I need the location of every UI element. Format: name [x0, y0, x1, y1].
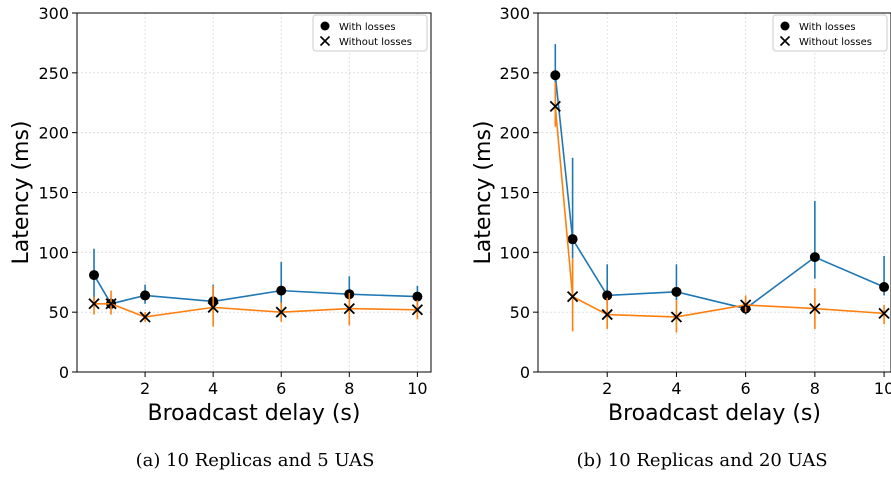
- data-point: [207, 301, 219, 314]
- legend: With losses Without losses: [772, 14, 888, 52]
- legend-label: With losses: [339, 22, 396, 33]
- legend-box: [312, 14, 428, 52]
- data-point: [809, 302, 821, 315]
- series-without-losses: [549, 82, 890, 333]
- y-tick-label: 0: [520, 363, 530, 382]
- series-without-losses: [88, 285, 424, 327]
- x-tick-label: 4: [671, 379, 681, 398]
- x-axis-label: Broadcast delay (s): [148, 401, 361, 426]
- legend-marker-x: [779, 35, 791, 47]
- data-point: [550, 70, 561, 81]
- x-tick-label: 2: [140, 379, 150, 398]
- data-point: [567, 234, 578, 245]
- data-point: [89, 270, 100, 281]
- x-axis-label: Broadcast delay (s): [608, 401, 821, 426]
- x-tick-label: 2: [602, 379, 612, 398]
- data-point: [740, 299, 752, 311]
- y-tick-label: 200: [499, 124, 530, 143]
- y-tick-label: 150: [499, 184, 530, 203]
- data-point: [601, 308, 613, 321]
- legend-label: Without losses: [339, 37, 412, 48]
- y-tick-label: 300: [38, 4, 69, 23]
- legend-marker-x: [319, 35, 331, 47]
- y-tick-label: 50: [510, 303, 530, 322]
- legend: With losses Without losses: [312, 14, 428, 52]
- y-tick-label: 100: [499, 243, 530, 262]
- y-tick-label: 300: [499, 4, 530, 23]
- legend-marker-circle: [320, 21, 330, 31]
- x-tick-label: 4: [208, 379, 218, 398]
- series-line: [554, 106, 885, 318]
- x-tick-label: 8: [810, 379, 820, 398]
- y-tick-label: 250: [38, 64, 69, 83]
- data-point: [88, 298, 100, 310]
- data-point: [879, 282, 890, 293]
- data-point: [105, 298, 117, 310]
- legend-marker-circle: [780, 21, 790, 31]
- data-point: [671, 286, 682, 297]
- series-with-losses: [89, 248, 423, 310]
- y-axis-label: Latency (ms): [471, 120, 496, 264]
- series-line: [554, 75, 885, 310]
- y-tick-label: 0: [59, 363, 69, 382]
- y-tick-label: 150: [38, 184, 69, 203]
- legend-label: Without losses: [799, 37, 872, 48]
- data-point: [878, 307, 890, 319]
- y-tick-label: 250: [499, 64, 530, 83]
- x-tick-label: 6: [276, 379, 286, 398]
- y-tick-label: 200: [38, 124, 69, 143]
- y-tick-label: 100: [38, 243, 69, 262]
- subfigure-caption: (b) 10 Replicas and 20 UAS: [576, 450, 827, 471]
- y-axis-label: Latency (ms): [9, 120, 34, 264]
- data-point: [412, 291, 423, 302]
- x-tick-label: 10: [407, 379, 427, 398]
- series-with-losses: [550, 44, 890, 315]
- data-point: [139, 311, 151, 323]
- data-point: [276, 285, 287, 296]
- data-point: [343, 302, 355, 315]
- data-point: [670, 311, 683, 323]
- data-point: [809, 252, 820, 263]
- x-tick-label: 10: [874, 379, 891, 398]
- data-point: [602, 290, 613, 301]
- legend-label: With losses: [799, 22, 856, 33]
- data-point: [275, 306, 287, 318]
- data-point: [140, 290, 151, 301]
- data-point: [549, 100, 561, 112]
- legend-box: [772, 14, 888, 52]
- x-tick-label: 8: [344, 379, 354, 398]
- data-point: [411, 304, 424, 316]
- subfigure-caption: (a) 10 Replicas and 5 UAS: [136, 450, 375, 471]
- x-tick-label: 6: [741, 379, 751, 398]
- data-point: [566, 290, 579, 303]
- y-tick-label: 50: [49, 303, 69, 322]
